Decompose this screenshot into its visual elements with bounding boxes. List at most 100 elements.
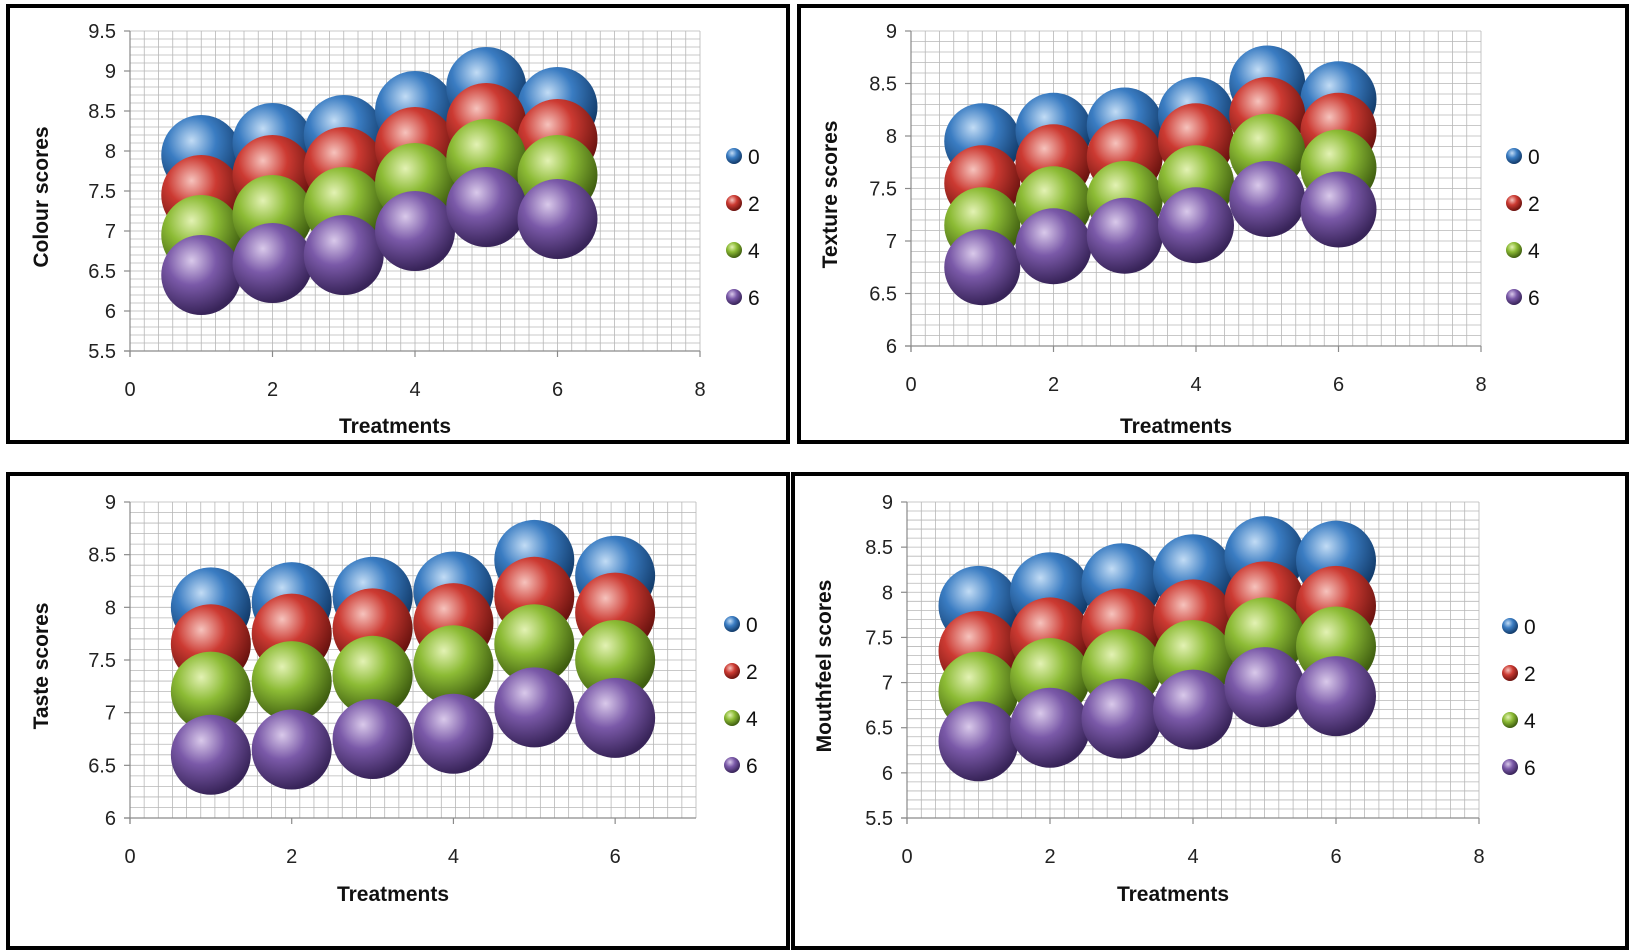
y-axis-title: Colour scores <box>30 126 53 267</box>
chart-panel-colour: 5.5 6 6.5 7 7.5 8 8.5 9 9.5 0 2 4 6 8 Treatments Colour… <box>6 4 790 444</box>
y-tick-label: 5.5 <box>88 341 116 363</box>
bubble-series-6 <box>938 701 1019 782</box>
bubble-series-4 <box>494 604 575 685</box>
y-tick-label: 8 <box>105 597 116 619</box>
chart-svg: 5.5 6 6.5 7 7.5 8 8.5 9 9.5 0 2 4 6 8 Treatments Colour… <box>30 21 760 438</box>
y-tick-label: 7 <box>105 221 116 243</box>
legend-marker <box>1506 195 1522 211</box>
x-tick-label: 4 <box>1190 374 1201 396</box>
bubble-series-6 <box>161 235 242 315</box>
x-tick-label: 8 <box>694 379 705 401</box>
legend-marker <box>1502 759 1518 775</box>
y-tick-label: 8 <box>105 141 116 163</box>
legend-marker <box>726 289 742 305</box>
legend-label: 0 <box>748 146 760 169</box>
legend-marker <box>1506 242 1522 258</box>
x-tick-label: 6 <box>1330 846 1341 868</box>
y-tick-label: 6 <box>105 301 116 323</box>
legend-label: 0 <box>746 614 758 637</box>
bubble-series-6 <box>1158 187 1234 264</box>
legend-label: 6 <box>746 755 758 778</box>
y-tick-label: 9 <box>882 492 893 514</box>
legend-marker <box>726 195 742 211</box>
x-tick-label: 0 <box>901 846 912 868</box>
y-tick-label: 8.5 <box>865 537 893 559</box>
x-axis-title: Treatments <box>1120 415 1232 438</box>
bubble-series-4 <box>332 635 413 716</box>
bubble-series-6 <box>413 693 494 774</box>
bubble-series-4 <box>413 625 494 706</box>
y-tick-label: 7.5 <box>88 650 116 672</box>
x-tick-label: 4 <box>1187 846 1198 868</box>
x-tick-label: 0 <box>124 379 135 401</box>
x-tick-label: 6 <box>1333 374 1344 396</box>
bubble-series-6 <box>517 179 598 259</box>
x-tick-label: 2 <box>1048 374 1059 396</box>
legend-marker <box>1506 148 1522 164</box>
legend-marker <box>1506 289 1522 305</box>
y-tick-label: 6.5 <box>88 755 116 777</box>
y-axis-title: Mouthfeel scores <box>813 580 836 753</box>
legend-label: 2 <box>746 661 758 684</box>
bubble-series-6 <box>332 699 413 779</box>
bubble-series-6 <box>1015 208 1092 285</box>
chart-panel-taste: 6 6.5 7 7.5 8 8.5 9 0 2 4 6 Treatments Taste scores 0… <box>6 472 790 950</box>
bubble-series-6 <box>375 191 455 271</box>
legend-label: 2 <box>748 193 760 216</box>
x-tick-label: 2 <box>267 379 278 401</box>
bubble-series-6 <box>944 229 1021 306</box>
legend-marker <box>1502 665 1518 681</box>
bubble-series-6 <box>1153 669 1233 750</box>
legend-label: 0 <box>1528 146 1540 169</box>
x-tick-label: 6 <box>610 846 621 868</box>
x-tick-label: 2 <box>286 846 297 868</box>
x-tick-label: 8 <box>1473 846 1484 868</box>
x-tick-label: 4 <box>448 846 459 868</box>
y-tick-label: 8.5 <box>88 545 116 567</box>
bubble-series-6 <box>1300 171 1377 248</box>
legend-label: 0 <box>1524 616 1536 639</box>
y-tick-label: 6.5 <box>869 284 897 306</box>
chart-panel-mouthfeel: 5.5 6 6.5 7 7.5 8 8.5 9 0 2 4 6 8 Treatments Mouthfeel… <box>791 472 1629 950</box>
x-axis-title: Treatments <box>339 415 451 438</box>
bubble-series-6 <box>1086 197 1163 274</box>
x-tick-label: 8 <box>1475 374 1486 396</box>
legend-label: 6 <box>1528 287 1540 310</box>
y-tick-label: 6.5 <box>88 261 116 283</box>
bubble-series-6 <box>1296 656 1376 737</box>
bubble-series-6 <box>446 167 527 247</box>
bubble-series-6 <box>1081 678 1162 759</box>
bubble-series-6 <box>251 709 332 790</box>
x-tick-label: 6 <box>552 379 563 401</box>
bubble-series-6 <box>494 667 575 748</box>
legend-marker <box>1502 618 1518 634</box>
chart-svg: 5.5 6 6.5 7 7.5 8 8.5 9 0 2 4 6 8 Treatments Mouthfeel… <box>813 492 1536 906</box>
y-tick-label: 9 <box>105 492 116 514</box>
x-tick-label: 4 <box>409 379 420 401</box>
legend-marker <box>724 710 740 726</box>
legend-marker <box>726 148 742 164</box>
y-tick-label: 8.5 <box>869 74 897 96</box>
bubble-series-4 <box>251 641 332 722</box>
y-tick-label: 6 <box>105 808 116 830</box>
bubble-series-6 <box>575 677 656 758</box>
y-tick-label: 8 <box>886 126 897 148</box>
bubble-series-6 <box>1010 687 1090 768</box>
legend-label: 2 <box>1524 663 1536 686</box>
x-tick-label: 0 <box>124 846 135 868</box>
x-axis-title: Treatments <box>337 883 449 906</box>
y-axis-title: Texture scores <box>819 121 842 269</box>
y-tick-label: 7.5 <box>869 179 897 201</box>
legend-label: 6 <box>1524 757 1536 780</box>
y-tick-label: 9.5 <box>88 21 116 43</box>
legend-marker <box>724 757 740 773</box>
legend-label: 4 <box>746 708 758 731</box>
legend-marker <box>724 616 740 632</box>
y-tick-label: 6.5 <box>865 718 893 740</box>
y-tick-label: 6 <box>886 336 897 358</box>
x-axis-title: Treatments <box>1117 883 1229 906</box>
legend-label: 4 <box>1524 710 1536 733</box>
bubble-series-6 <box>303 215 384 295</box>
y-tick-label: 7 <box>882 673 893 695</box>
y-tick-label: 7.5 <box>88 181 116 203</box>
